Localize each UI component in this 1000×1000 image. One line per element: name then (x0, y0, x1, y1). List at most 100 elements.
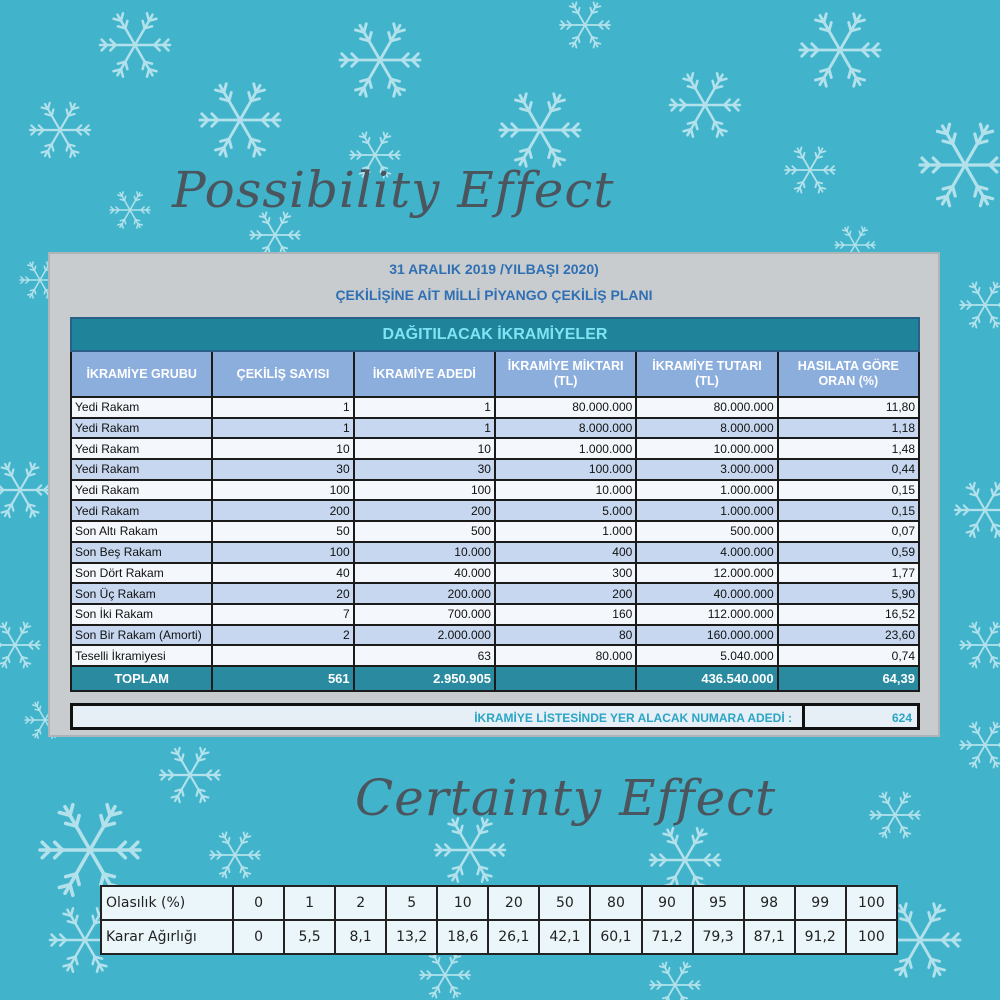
table-cell: Teselli İkramiyesi (69, 644, 214, 667)
weight-cell: 2 (334, 885, 388, 921)
prize-table-band: DAĞITILACAK İKRAMİYELER (70, 317, 920, 352)
table-cell: 3.000.000 (635, 458, 779, 481)
table-cell: 0,59 (776, 540, 921, 564)
table-cell: Yedi Rakam (69, 416, 214, 440)
decision-weights-table: Olasılık (%) 0 1 2 5 10 20 50 80 90 95 98 99 100 Kara… (100, 885, 899, 955)
weight-cell: 0 (231, 885, 286, 921)
snowflake-icon (419, 951, 471, 999)
total-cell: 436.540.000 (635, 664, 779, 692)
table-row: Son Bir Rakam (Amorti) 2 2.000.000 80 160.00… (69, 623, 921, 647)
table-cell: 16,52 (776, 602, 921, 626)
table-cell: 10 (352, 437, 496, 461)
table-cell: 40 (211, 561, 355, 585)
table-cell: 1 (352, 396, 496, 419)
weight-cell: 79,3 (691, 919, 745, 955)
table-cell: 10 (211, 437, 355, 461)
weight-cell: 18,6 (436, 919, 490, 955)
row-label: Olasılık (%) (100, 885, 234, 921)
weight-cell: 95 (691, 885, 745, 921)
prize-table: DAĞITILACAK İKRAMİYELER İKRAMİYE GRUBU ÇE… (69, 317, 921, 692)
table-cell: 1.000.000 (635, 478, 779, 502)
table-cell: 5,90 (776, 582, 921, 605)
table-cell: 1,77 (776, 561, 921, 585)
table-cell: 80 (493, 623, 638, 647)
table-cell: 10.000.000 (635, 437, 779, 461)
certainty-effect-heading: Certainty Effect (355, 769, 777, 827)
snowflake-icon (0, 461, 52, 519)
table-cell: 40.000.000 (635, 582, 779, 605)
table-cell: Yedi Rakam (69, 458, 214, 481)
table-cell: Son Altı Rakam (69, 520, 214, 543)
snowflake-icon (668, 72, 742, 138)
table-cell: 100.000 (493, 458, 638, 481)
table-cell: Yedi Rakam (69, 478, 214, 502)
table-cell: 80.000.000 (635, 396, 779, 419)
number-count-row: İKRAMİYE LİSTESİNDE YER ALACAK NUMARA AD… (70, 703, 920, 730)
snowflake-icon (209, 831, 261, 879)
table-cell: 100 (352, 478, 496, 502)
snowflake-icon (559, 1, 611, 49)
table-cell: 5.000 (493, 499, 638, 523)
weight-cell: 26,1 (487, 919, 541, 955)
table-row: Yedi Rakam 200 200 5.000 1.000.000 0,15 (69, 499, 921, 523)
column-header: İKRAMİYE MİKTARI (TL) (493, 350, 638, 398)
weight-cell: 99 (793, 885, 847, 921)
weight-cell: 10 (436, 885, 490, 921)
table-cell: 500 (352, 520, 496, 543)
total-cell (493, 664, 638, 692)
possibility-effect-heading: Possibility Effect (172, 161, 615, 219)
table-cell: Son Beş Rakam (69, 540, 214, 564)
snowflake-icon (198, 82, 282, 158)
table-cell: 400 (493, 540, 638, 564)
weight-cell: 91,2 (793, 919, 847, 955)
snowflake-icon (109, 191, 151, 229)
snowflake-icon (959, 281, 1000, 329)
table-row: Yedi Rakam 1 1 80.000.000 80.000.000 11,80 (69, 396, 921, 419)
table-row: Yedi Rakam 30 30 100.000 3.000.000 0,44 (69, 458, 921, 481)
snowflake-icon (953, 481, 1000, 539)
row-label: Karar Ağırlığı (100, 919, 234, 955)
snowflake-icon (649, 961, 701, 1000)
table-cell: 8.000.000 (493, 416, 638, 440)
table-cell: 8.000.000 (635, 416, 779, 440)
snowflake-icon (798, 12, 882, 88)
table-cell: 40.000 (352, 561, 496, 585)
table-row: Teselli İkramiyesi 63 80.000 5.040.000 0,74 (69, 644, 921, 667)
table-cell: 1 (352, 416, 496, 440)
table-cell: 100 (211, 540, 355, 564)
table-cell: 2 (211, 623, 355, 647)
weight-cell: 71,2 (640, 919, 694, 955)
weight-cell: 50 (538, 885, 592, 921)
plan-title-line2: ÇEKİLİŞİNE AİT MİLLİ PİYANGO ÇEKİLİŞ PLA… (335, 287, 653, 303)
table-cell (211, 644, 355, 667)
snowflake-icon (959, 621, 1000, 669)
snowflake-icon (38, 802, 142, 898)
table-cell: 500.000 (635, 520, 779, 543)
table-cell: 100 (211, 478, 355, 502)
total-row: TOPLAM 561 2.950.905 436.540.000 64,39 (69, 664, 921, 692)
table-cell: 0,07 (776, 520, 921, 543)
weight-cell: 1 (283, 885, 337, 921)
weight-cell: 87,1 (742, 919, 796, 955)
table-cell: 200 (352, 499, 496, 523)
weight-cell: 98 (742, 885, 796, 921)
table-row: Yedi Rakam 100 100 10.000 1.000.000 0,15 (69, 478, 921, 502)
table-cell: 10.000 (352, 540, 496, 564)
table-cell: 63 (352, 644, 496, 667)
snowflake-icon (918, 122, 1000, 208)
table-cell: 0,44 (776, 458, 921, 481)
table-row: Son İki Rakam 7 700.000 160 112.000.000 16,52 (69, 602, 921, 626)
table-cell: 160 (493, 602, 638, 626)
snowflake-icon (784, 146, 836, 194)
table-cell: 112.000.000 (635, 602, 779, 626)
total-cell: TOPLAM (69, 664, 214, 692)
table-cell: Son Dört Rakam (69, 561, 214, 585)
snowflake-icon (648, 827, 722, 893)
weight-cell: 100 (844, 885, 899, 921)
snowflake-icon (158, 746, 222, 804)
decision-weight-row: Karar Ağırlığı 0 5,5 8,1 13,2 18,6 26,1 42,1 60,… (100, 919, 899, 955)
table-cell: Son Üç Rakam (69, 582, 214, 605)
table-cell: 1,48 (776, 437, 921, 461)
table-cell: 5.040.000 (635, 644, 779, 667)
